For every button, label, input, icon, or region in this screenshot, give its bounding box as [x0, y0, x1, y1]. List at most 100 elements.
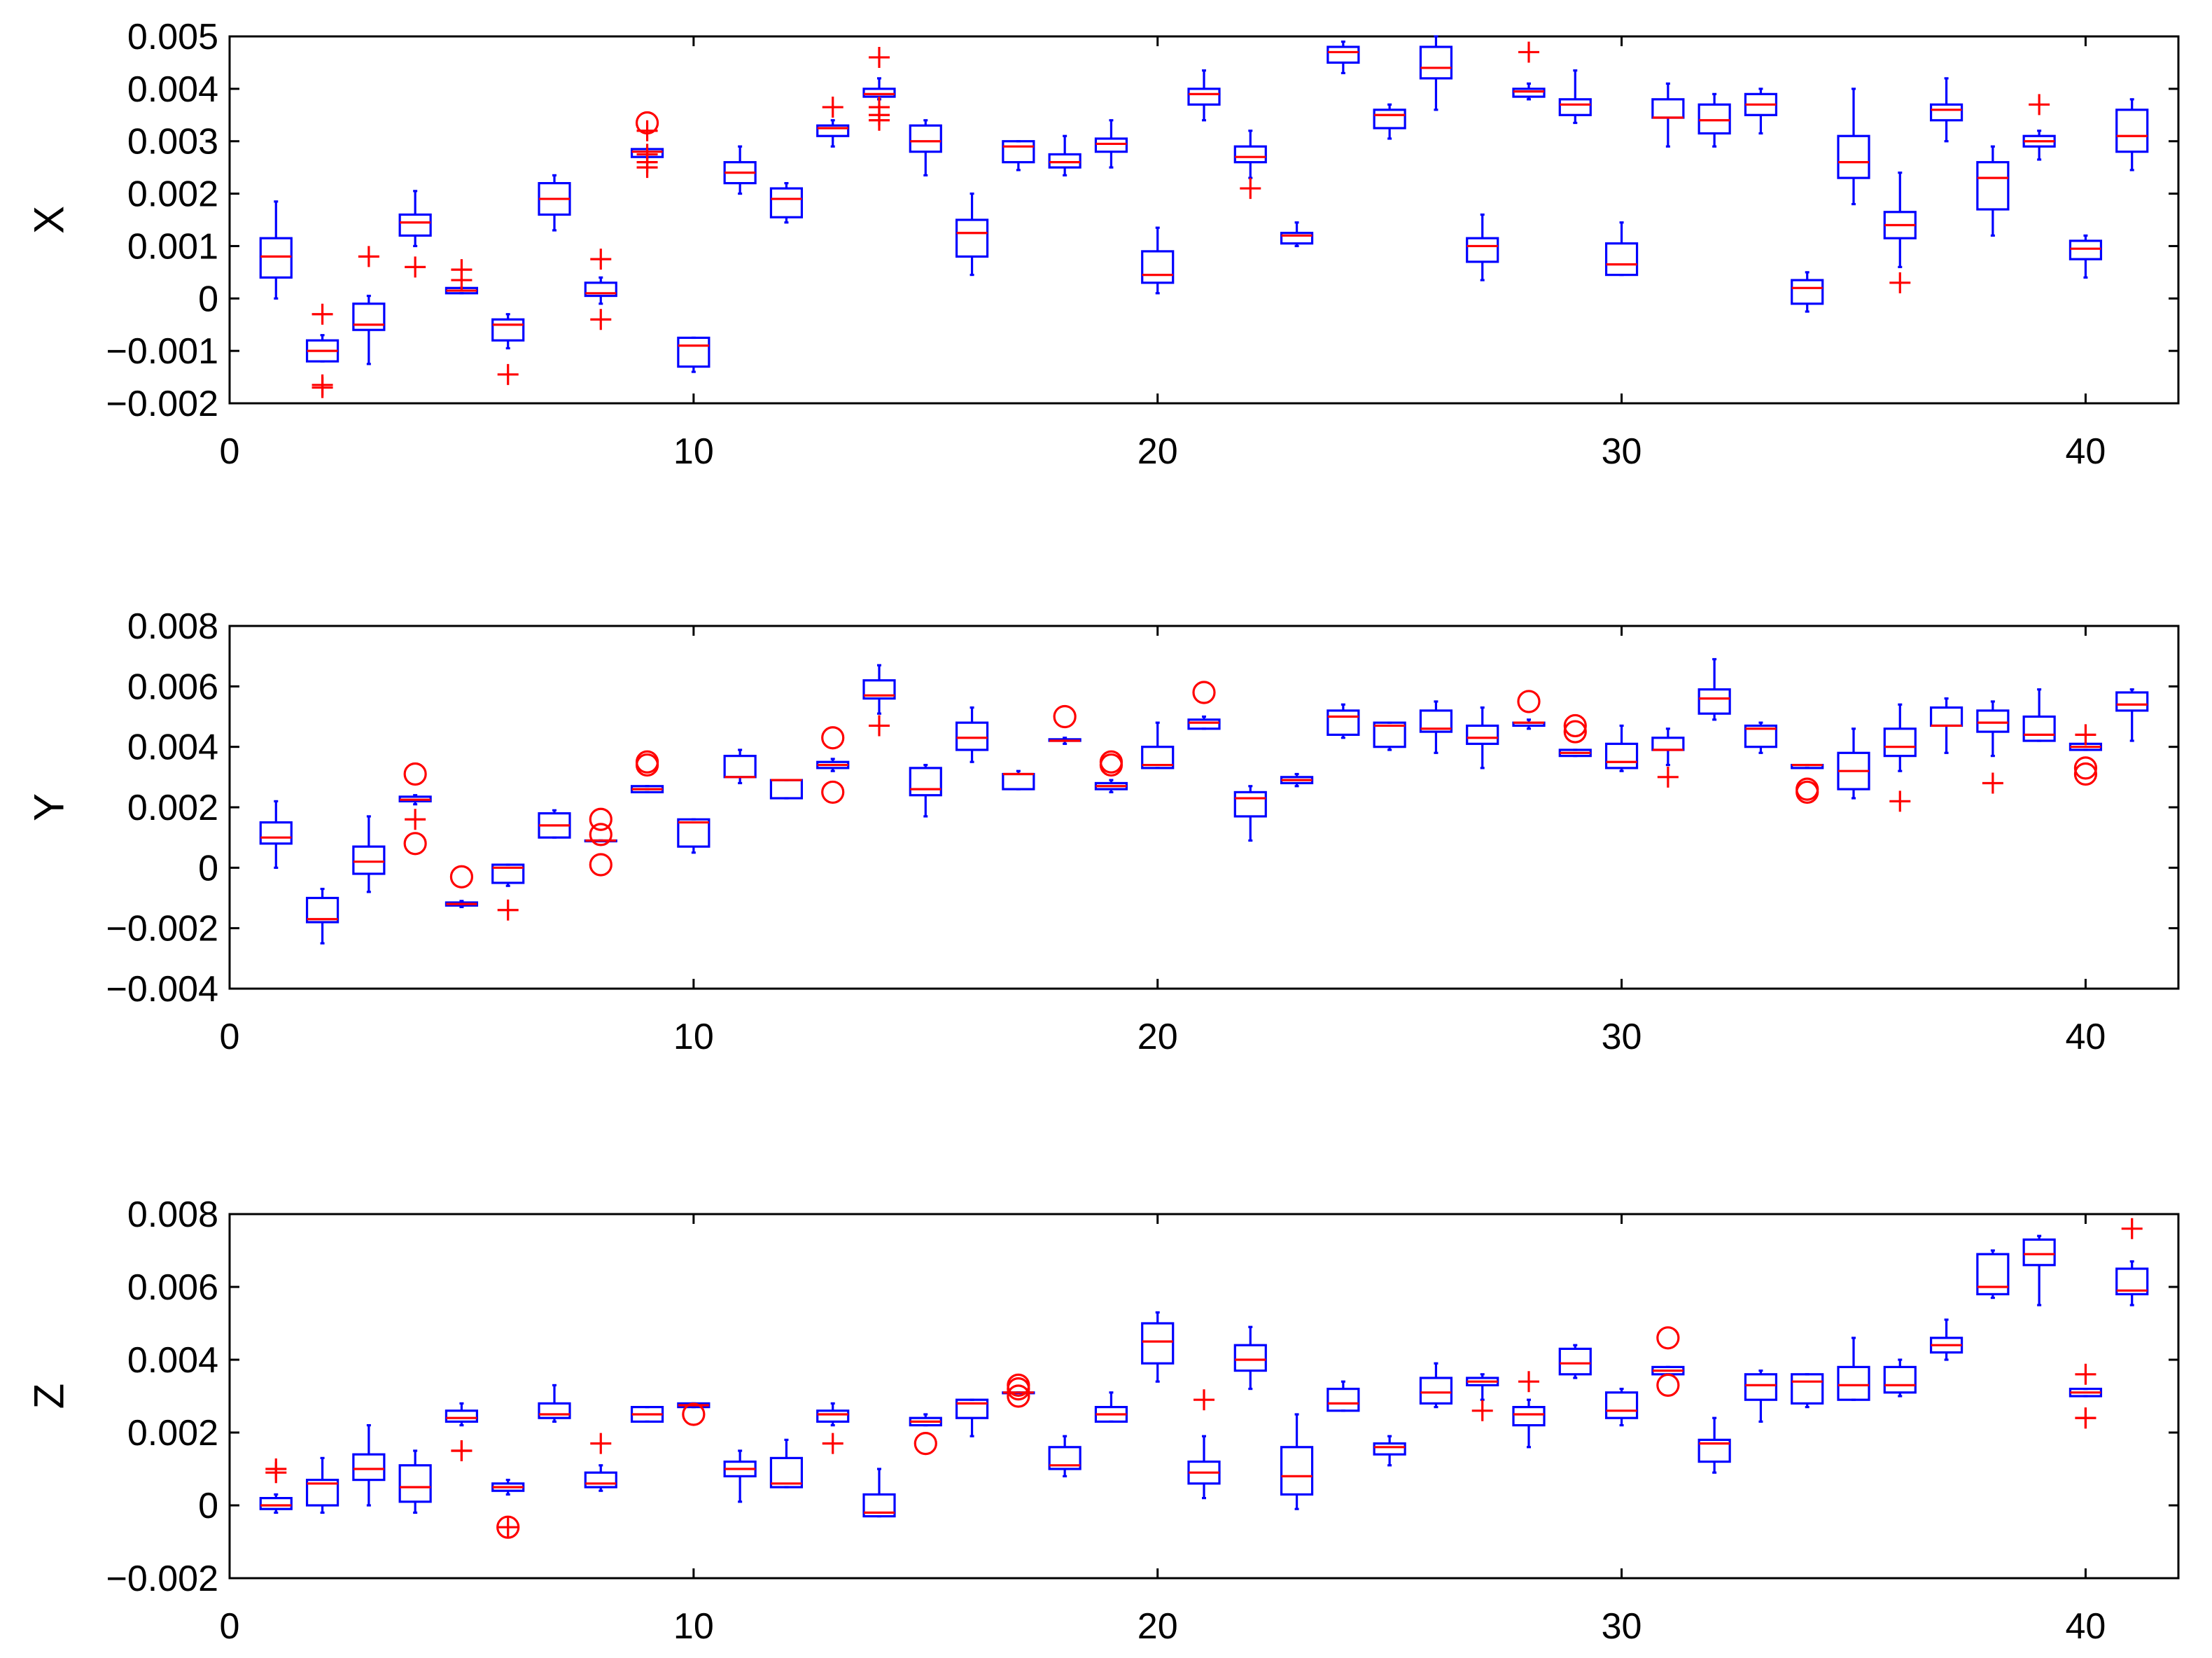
outlier-plus-marker — [1471, 1400, 1493, 1421]
y-axis-label: Z — [26, 1384, 73, 1409]
y-tick-label: −0.002 — [106, 384, 219, 424]
iqr-box — [538, 1402, 571, 1419]
box-z-20 — [1141, 1311, 1175, 1383]
box-y-22 — [1233, 785, 1267, 842]
x-tick-label: 10 — [673, 1606, 714, 1647]
outlier-circle-marker — [1563, 720, 1587, 744]
outlier-circle-marker — [1007, 1377, 1030, 1401]
box-z-34 — [1791, 1373, 1824, 1409]
iqr-box — [305, 1479, 340, 1507]
x-tick-label: 20 — [1138, 1606, 1178, 1647]
iqr-box — [1373, 721, 1406, 748]
y-tick-label: 0 — [198, 279, 218, 319]
outlier-circle-marker — [635, 753, 659, 777]
box-x-3 — [352, 246, 386, 365]
outlier-plus-marker — [497, 899, 519, 921]
box-y-29 — [1558, 713, 1592, 758]
iqr-box — [816, 1409, 850, 1423]
iqr-box — [1929, 706, 1963, 727]
iqr-box — [1002, 140, 1035, 164]
box-x-28 — [1512, 41, 1546, 101]
outlier-circle-marker — [821, 726, 845, 750]
outlier-circle-marker — [2073, 756, 2098, 780]
plot-frame — [228, 625, 2180, 990]
outlier-circle-marker — [496, 1515, 520, 1539]
iqr-box — [1187, 88, 1221, 106]
iqr-box — [1651, 98, 1685, 119]
iqr-box — [1558, 1347, 1592, 1376]
outlier-plus-marker — [2075, 1363, 2096, 1385]
y-tick-label: 0.002 — [127, 788, 218, 828]
outlier-circle-marker — [1517, 690, 1541, 713]
y-tick-label: −0.004 — [106, 969, 219, 1010]
y-tick-label: 0 — [198, 848, 218, 889]
box-z-13 — [816, 1402, 850, 1454]
box-y-26 — [1419, 700, 1453, 754]
iqr-box — [259, 1497, 293, 1510]
box-z-29 — [1558, 1344, 1592, 1379]
box-y-37 — [1929, 697, 1963, 754]
iqr-box — [1883, 727, 1917, 758]
iqr-box — [2115, 691, 2149, 712]
box-y-18 — [1048, 704, 1082, 745]
outlier-circle-marker — [589, 807, 612, 831]
iqr-box — [1512, 88, 1546, 98]
box-z-7 — [538, 1384, 571, 1423]
iqr-box — [1883, 1365, 1917, 1394]
outlier-plus-marker — [636, 157, 658, 179]
outlier-circle-marker — [449, 865, 474, 889]
box-x-15 — [909, 119, 942, 176]
iqr-box — [955, 1398, 989, 1419]
box-y-5 — [444, 865, 479, 909]
outlier-circle-marker — [821, 780, 845, 804]
box-z-23 — [1280, 1413, 1314, 1510]
y-tick-label: −0.002 — [106, 909, 219, 949]
iqr-box — [1466, 237, 1499, 263]
outlier-circle-marker — [1795, 780, 1819, 804]
y-tick-label: 0.003 — [127, 122, 218, 162]
y-axis-label: X — [26, 206, 73, 234]
outlier-circle-marker — [403, 832, 427, 856]
box-z-5 — [444, 1402, 479, 1461]
outlier-plus-marker — [358, 246, 379, 267]
box-y-3 — [352, 815, 386, 893]
outlier-plus-marker — [1194, 1389, 1214, 1411]
outlier-plus-marker — [590, 1433, 612, 1454]
box-z-10 — [677, 1402, 710, 1426]
iqr-box — [1976, 709, 2010, 733]
outlier-circle-marker — [1656, 1373, 1680, 1398]
outlier-circle-marker — [589, 823, 612, 847]
outlier-plus-marker — [312, 303, 333, 325]
plot-frame — [228, 35, 2180, 405]
y-axis-label: Y — [26, 793, 73, 821]
y-tick-label: 0.002 — [127, 174, 218, 215]
box-y-40 — [2068, 724, 2103, 786]
iqr-box — [1233, 790, 1267, 818]
outlier-plus-marker — [1518, 41, 1539, 63]
y-tick-label: 0.008 — [127, 606, 218, 647]
y-tick-label: 0.004 — [127, 727, 218, 768]
box-z-3 — [352, 1423, 386, 1507]
x-tick-label: 30 — [1602, 431, 1642, 472]
box-y-25 — [1373, 721, 1406, 751]
box-x-16 — [955, 192, 989, 277]
iqr-box — [769, 779, 804, 800]
outlier-plus-marker — [822, 97, 844, 118]
outlier-circle-marker — [1099, 753, 1124, 777]
iqr-box — [909, 124, 942, 153]
outlier-circle-marker — [1192, 681, 1216, 704]
iqr-box — [1419, 709, 1453, 733]
box-y-6 — [491, 863, 525, 921]
iqr-box — [584, 281, 617, 298]
box-x-7 — [538, 174, 571, 232]
box-z-15 — [909, 1413, 942, 1456]
iqr-box — [1698, 103, 1731, 135]
iqr-box — [862, 679, 896, 700]
outlier-plus-marker — [497, 363, 519, 385]
iqr-box — [1280, 232, 1314, 245]
iqr-box — [2115, 109, 2149, 153]
y-tick-label: 0.008 — [127, 1194, 218, 1235]
iqr-box — [1604, 242, 1639, 277]
iqr-box — [1651, 737, 1685, 751]
